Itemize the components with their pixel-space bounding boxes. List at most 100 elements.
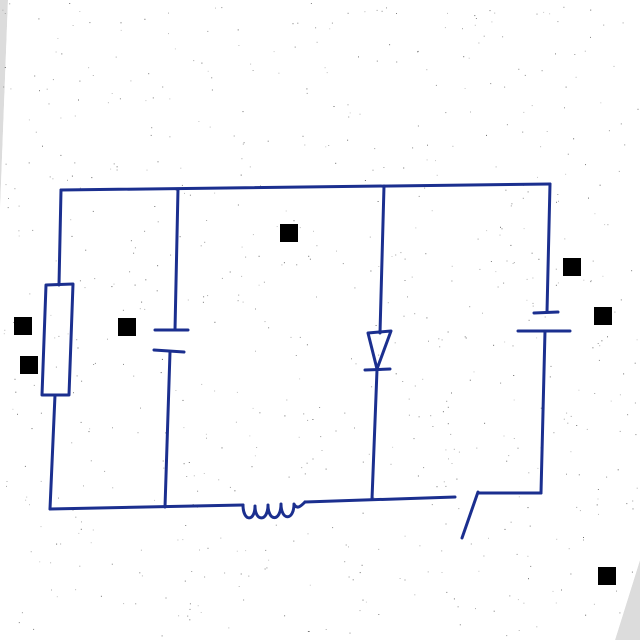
noise-speck bbox=[344, 412, 346, 414]
noise-speck bbox=[123, 363, 124, 365]
wire-bottom-middle bbox=[303, 495, 457, 504]
noise-speck bbox=[403, 167, 405, 169]
noise-speck bbox=[335, 430, 337, 432]
noise-speck bbox=[632, 508, 634, 510]
noise-speck bbox=[594, 393, 596, 394]
noise-speck bbox=[187, 299, 189, 301]
noise-speck bbox=[365, 601, 367, 603]
noise-speck bbox=[288, 476, 290, 478]
noise-speck bbox=[453, 448, 455, 450]
noise-speck bbox=[588, 197, 589, 199]
noise-speck bbox=[218, 479, 220, 481]
wire-top bbox=[59, 182, 552, 192]
noise-speck bbox=[344, 561, 346, 563]
noise-speck bbox=[336, 250, 337, 252]
noise-speck bbox=[617, 469, 619, 471]
noise-speck bbox=[351, 358, 352, 360]
noise-speck bbox=[451, 280, 453, 282]
noise-speck bbox=[5, 163, 7, 165]
noise-speck bbox=[333, 106, 335, 107]
noise-speck bbox=[419, 545, 421, 547]
noise-speck bbox=[540, 407, 542, 409]
noise-speck bbox=[636, 339, 638, 341]
noise-speck bbox=[76, 339, 78, 341]
noise-speck bbox=[396, 61, 398, 63]
noise-speck bbox=[631, 571, 633, 573]
noise-speck bbox=[187, 615, 189, 617]
noise-speck bbox=[4, 13, 6, 14]
wire-left-upper bbox=[57, 188, 63, 287]
noise-speck bbox=[522, 131, 524, 133]
noise-speck bbox=[436, 486, 438, 488]
noise-speck bbox=[294, 46, 296, 48]
noise-speck bbox=[586, 428, 588, 430]
noise-speck bbox=[607, 224, 609, 226]
noise-speck bbox=[389, 44, 391, 46]
noise-speck bbox=[524, 74, 526, 76]
wire-diode-lower bbox=[370, 368, 379, 501]
wire-capacitor-upper bbox=[173, 187, 180, 332]
noise-speck bbox=[268, 559, 270, 561]
noise-speck bbox=[528, 578, 529, 580]
noise-speck bbox=[411, 276, 413, 278]
noise-speck bbox=[179, 236, 181, 238]
noise-speck bbox=[60, 543, 62, 545]
noise-speck bbox=[413, 438, 415, 440]
noise-speck bbox=[549, 13, 551, 15]
noise-speck bbox=[606, 476, 608, 478]
noise-speck bbox=[598, 359, 600, 361]
noise-speck bbox=[622, 22, 624, 24]
noise-speck bbox=[404, 579, 406, 581]
noise-speck bbox=[465, 337, 467, 339]
noise-speck bbox=[304, 473, 306, 475]
noise-speck bbox=[175, 189, 177, 191]
noise-speck bbox=[585, 614, 587, 616]
noise-speck bbox=[38, 18, 40, 20]
noise-speck bbox=[597, 498, 599, 500]
noise-speck bbox=[242, 111, 244, 113]
noise-speck bbox=[522, 197, 524, 199]
noise-speck bbox=[531, 105, 533, 107]
noise-speck bbox=[423, 467, 425, 469]
noise-speck bbox=[463, 56, 465, 58]
noise-speck bbox=[446, 400, 448, 402]
noise-speck bbox=[486, 230, 488, 232]
noise-speck bbox=[431, 210, 433, 212]
noise-speck bbox=[345, 544, 347, 546]
noise-speck bbox=[527, 507, 529, 509]
noise-speck bbox=[18, 622, 20, 624]
noise-speck bbox=[417, 50, 419, 52]
noise-speck bbox=[273, 51, 275, 53]
noise-speck bbox=[162, 460, 164, 462]
noise-speck bbox=[199, 549, 200, 551]
noise-speck bbox=[189, 608, 191, 610]
noise-speck bbox=[325, 629, 327, 630]
noise-speck bbox=[252, 234, 254, 236]
noise-speck bbox=[185, 525, 187, 526]
noise-speck bbox=[94, 362, 96, 364]
noise-speck bbox=[543, 11, 545, 13]
noise-speck bbox=[518, 68, 520, 70]
noise-speck bbox=[557, 21, 559, 23]
noise-speck bbox=[275, 524, 277, 526]
battery-plate-short bbox=[532, 310, 560, 315]
noise-speck bbox=[457, 606, 459, 608]
noise-speck bbox=[189, 603, 191, 605]
noise-speck bbox=[443, 481, 445, 483]
noise-speck bbox=[441, 572, 443, 573]
noise-speck bbox=[228, 627, 230, 629]
noise-speck bbox=[378, 614, 380, 615]
noise-speck bbox=[211, 89, 213, 91]
noise-speck bbox=[6, 485, 7, 487]
inductor bbox=[241, 500, 307, 520]
noise-speck bbox=[111, 563, 113, 565]
noise-speck bbox=[71, 442, 73, 444]
noise-speck bbox=[348, 546, 349, 548]
noise-speck bbox=[252, 407, 254, 409]
noise-speck bbox=[478, 42, 480, 44]
noise-speck bbox=[123, 603, 125, 605]
resistor bbox=[40, 282, 75, 397]
noise-speck bbox=[553, 432, 555, 434]
noise-speck bbox=[342, 263, 344, 265]
